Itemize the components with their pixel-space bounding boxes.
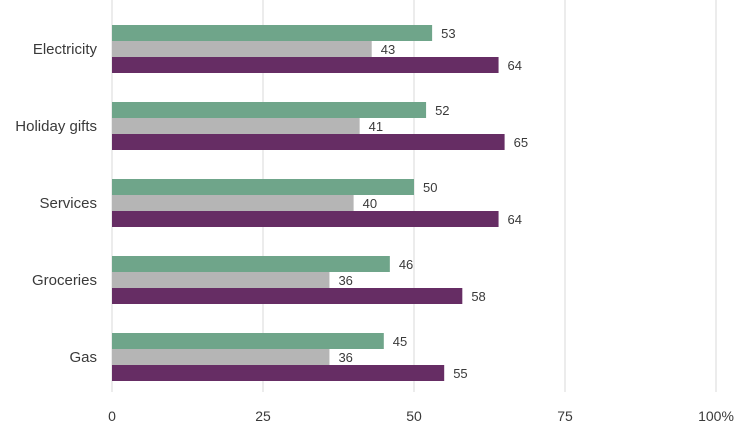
value-label: 45: [393, 334, 407, 349]
value-label: 64: [508, 58, 522, 73]
bar: [112, 211, 499, 227]
bar: [112, 365, 445, 381]
value-label: 52: [435, 103, 449, 118]
bar: [112, 256, 390, 272]
bar: [112, 349, 330, 365]
bar: [112, 118, 360, 134]
value-label: 50: [423, 180, 437, 195]
x-tick-label: 75: [557, 408, 573, 424]
value-label: 46: [399, 257, 413, 272]
bar: [112, 41, 372, 57]
bar: [112, 195, 354, 211]
value-label: 53: [441, 26, 455, 41]
category-label: Gas: [69, 349, 97, 366]
value-label: 41: [369, 119, 383, 134]
bar: [112, 288, 463, 304]
x-tick-label: 100%: [698, 408, 734, 424]
x-tick-label: 50: [406, 408, 422, 424]
value-label: 55: [453, 366, 467, 381]
bar: [112, 134, 505, 150]
x-tick-label: 0: [108, 408, 116, 424]
category-label: Services: [39, 195, 97, 212]
value-label: 36: [338, 273, 352, 288]
value-label: 65: [514, 135, 528, 150]
value-label: 43: [381, 42, 395, 57]
category-label: Groceries: [32, 272, 97, 289]
category-label: Holiday gifts: [15, 118, 97, 135]
bar: [112, 102, 427, 118]
bar: [112, 333, 384, 349]
labels: 0 25 50 75 100% Electricity 53 43 64 Holiday gift…: [15, 26, 734, 424]
value-label: 36: [338, 350, 352, 365]
bars: [112, 25, 505, 381]
value-label: 64: [508, 212, 522, 227]
bar: [112, 272, 330, 288]
bar: [112, 25, 433, 41]
bar: [112, 57, 499, 73]
category-label: Electricity: [33, 41, 98, 58]
bar: [112, 179, 414, 195]
x-tick-label: 25: [255, 408, 271, 424]
value-label: 40: [363, 196, 377, 211]
value-label: 58: [471, 289, 485, 304]
